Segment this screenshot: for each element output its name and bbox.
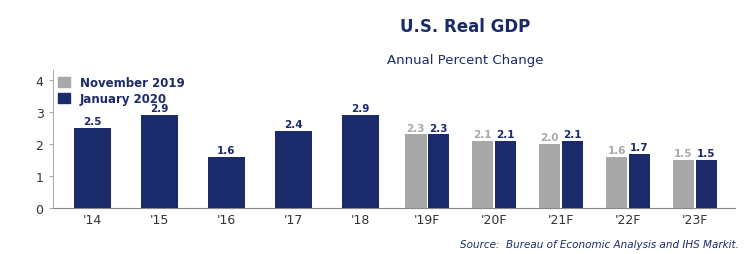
- Bar: [606, 157, 627, 208]
- Bar: [342, 116, 379, 208]
- Bar: [539, 145, 560, 208]
- Text: U.S. Real GDP: U.S. Real GDP: [400, 18, 530, 36]
- Bar: [695, 161, 717, 208]
- Bar: [275, 132, 312, 208]
- Bar: [405, 135, 427, 208]
- Bar: [628, 154, 650, 208]
- Text: 2.0: 2.0: [541, 133, 559, 142]
- Bar: [495, 141, 516, 208]
- Bar: [141, 116, 178, 208]
- Legend: November 2019, January 2020: November 2019, January 2020: [58, 77, 184, 106]
- Text: 2.3: 2.3: [429, 123, 448, 133]
- Text: 1.5: 1.5: [674, 149, 693, 158]
- Text: 1.6: 1.6: [217, 145, 236, 155]
- Text: 2.9: 2.9: [150, 104, 169, 114]
- Bar: [472, 141, 494, 208]
- Text: 2.3: 2.3: [406, 123, 425, 133]
- Text: 2.4: 2.4: [284, 120, 303, 130]
- Text: 2.1: 2.1: [496, 130, 514, 139]
- Text: 1.6: 1.6: [608, 145, 625, 155]
- Bar: [208, 157, 245, 208]
- Text: 2.9: 2.9: [351, 104, 370, 114]
- Text: 1.7: 1.7: [630, 142, 649, 152]
- Text: Annual Percent Change: Annual Percent Change: [387, 53, 543, 66]
- Text: 2.1: 2.1: [473, 130, 492, 139]
- Bar: [673, 161, 694, 208]
- Bar: [562, 141, 583, 208]
- Bar: [427, 135, 449, 208]
- Bar: [74, 129, 111, 208]
- Text: 2.1: 2.1: [563, 130, 582, 139]
- Text: Source:  Bureau of Economic Analysis and IHS Markit.: Source: Bureau of Economic Analysis and …: [460, 239, 739, 249]
- Text: 2.5: 2.5: [83, 117, 102, 127]
- Text: 1.5: 1.5: [697, 149, 715, 158]
